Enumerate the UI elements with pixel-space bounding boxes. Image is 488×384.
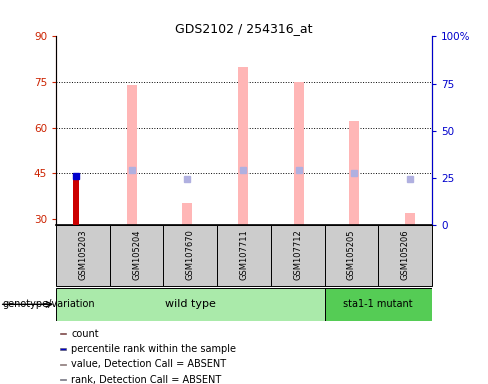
Text: GSM105205: GSM105205 [347,230,356,280]
Text: count: count [71,329,99,339]
Bar [294,82,304,225]
Bar [378,225,432,286]
Text: genotype/variation: genotype/variation [2,299,95,310]
Text: rank, Detection Call = ABSENT: rank, Detection Call = ABSENT [71,375,222,384]
Text: sta1-1 mutant: sta1-1 mutant [344,299,413,310]
Bar [73,176,79,225]
Bar [163,225,217,286]
Bar [325,225,378,286]
Text: GSM107712: GSM107712 [293,230,302,280]
Bar [60,364,65,365]
Bar [238,67,248,225]
Bar [325,288,432,321]
Bar [56,225,110,286]
Bar [56,288,325,321]
Bar [110,225,163,286]
Bar [217,225,271,286]
Bar [60,348,65,350]
Bar [127,85,137,225]
Text: GSM105204: GSM105204 [132,230,141,280]
Text: wild type: wild type [165,299,216,310]
Bar [60,333,65,334]
Text: percentile rank within the sample: percentile rank within the sample [71,344,236,354]
Bar [60,379,65,381]
Text: GSM107670: GSM107670 [186,230,195,280]
Bar [349,121,359,225]
Bar [405,212,415,225]
Text: GSM105203: GSM105203 [79,230,87,280]
Bar [183,204,192,225]
Text: value, Detection Call = ABSENT: value, Detection Call = ABSENT [71,359,226,369]
Title: GDS2102 / 254316_at: GDS2102 / 254316_at [175,22,313,35]
Text: GSM107711: GSM107711 [240,230,248,280]
Bar [271,225,325,286]
Text: GSM105206: GSM105206 [401,230,409,280]
